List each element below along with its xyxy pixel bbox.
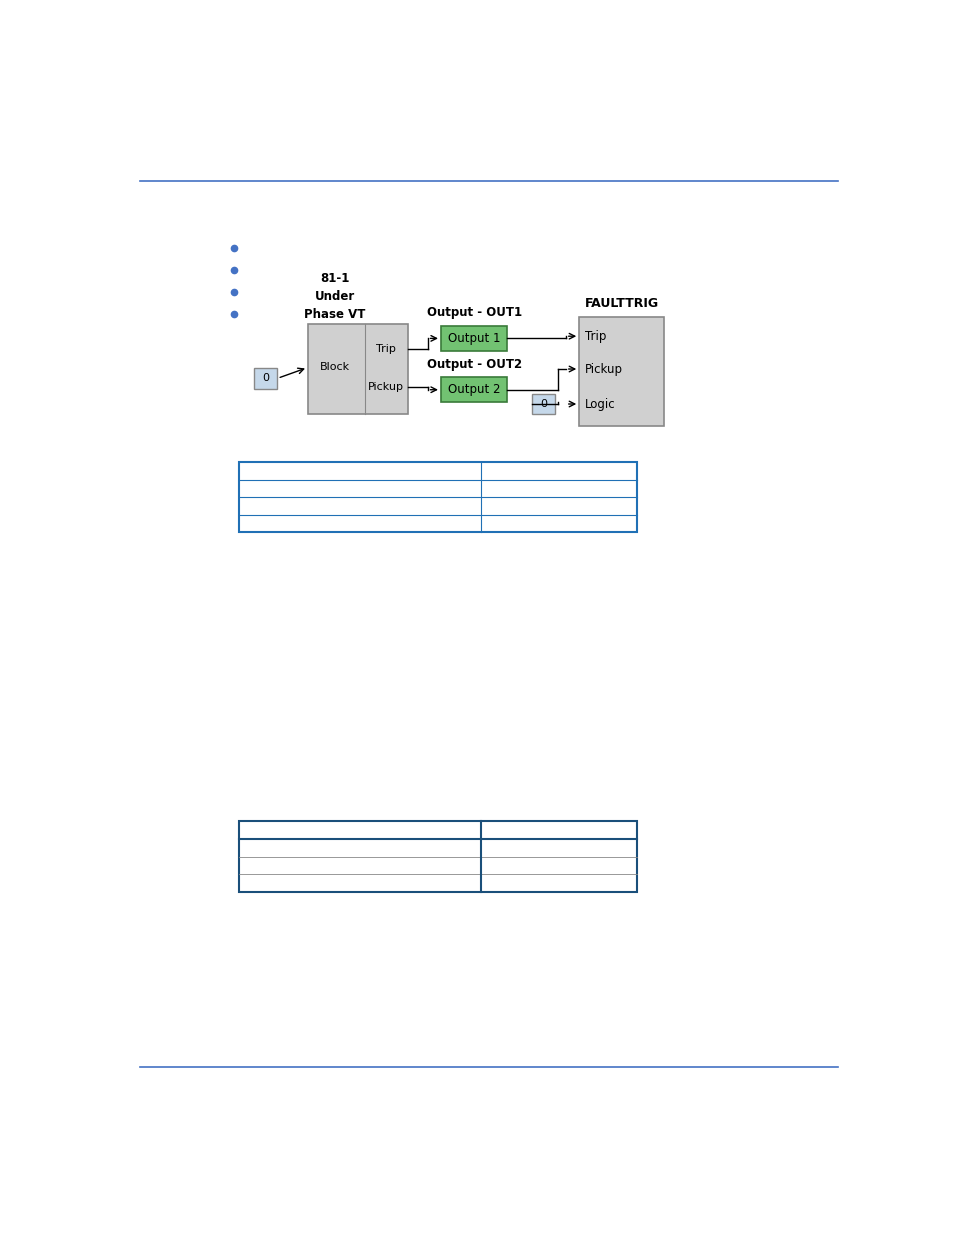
Text: 81-1: 81-1 [319, 272, 349, 285]
Text: Output - OUT2: Output - OUT2 [426, 358, 521, 370]
FancyBboxPatch shape [253, 368, 277, 389]
Text: FAULTTRIG: FAULTTRIG [584, 296, 658, 310]
Text: Output 1: Output 1 [447, 332, 500, 345]
FancyBboxPatch shape [578, 316, 663, 426]
Text: Under: Under [314, 290, 355, 304]
Text: Logic: Logic [584, 398, 615, 410]
Text: 0: 0 [539, 399, 547, 409]
FancyBboxPatch shape [440, 326, 507, 351]
FancyBboxPatch shape [531, 394, 555, 415]
FancyBboxPatch shape [308, 324, 407, 415]
FancyBboxPatch shape [239, 821, 637, 892]
Text: Pickup: Pickup [584, 363, 622, 375]
Text: Output 2: Output 2 [447, 383, 500, 396]
Text: Block: Block [319, 363, 350, 373]
Text: 0: 0 [262, 373, 269, 383]
FancyBboxPatch shape [440, 378, 507, 403]
Text: Phase VT: Phase VT [304, 309, 365, 321]
FancyBboxPatch shape [239, 462, 637, 532]
Text: Trip: Trip [375, 343, 395, 353]
Text: Pickup: Pickup [368, 383, 404, 393]
Text: Trip: Trip [584, 330, 606, 342]
Text: Output - OUT1: Output - OUT1 [426, 306, 521, 320]
